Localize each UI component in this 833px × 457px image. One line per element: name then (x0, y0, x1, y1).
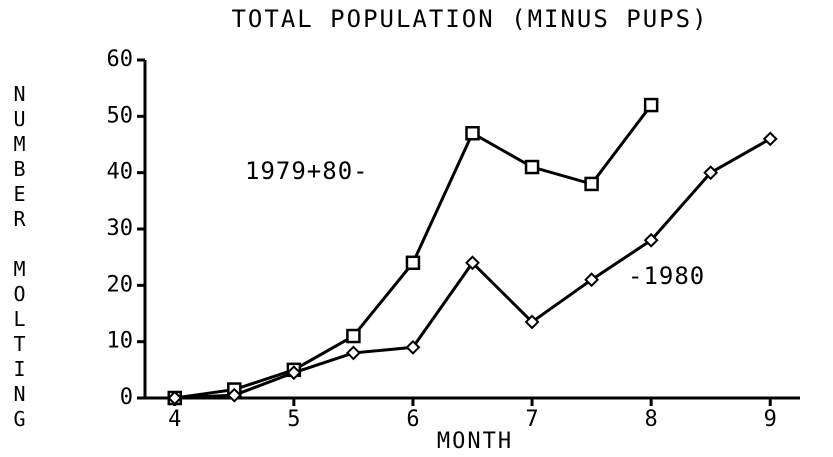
point-marker (762, 131, 778, 147)
y-tick-label: 30 (107, 216, 134, 241)
point-marker (405, 339, 421, 355)
y-tick-label: 20 (107, 272, 134, 297)
series-label: 1979+80- (245, 157, 369, 185)
x-tick-label: 7 (525, 407, 538, 432)
y-tick-label: 0 (120, 385, 133, 410)
y-tick-label: 40 (107, 160, 134, 185)
chart-title: TOTAL POPULATION (MINUS PUPS) (231, 5, 708, 33)
point-marker (584, 272, 600, 288)
point-marker (286, 365, 302, 381)
point-marker (167, 390, 183, 406)
x-tick-label: 5 (287, 407, 300, 432)
y-tick-label: 50 (107, 103, 134, 128)
point-marker (524, 159, 540, 175)
y-axis-label: NUMBER MOLTING (8, 82, 32, 432)
point-marker (405, 255, 421, 271)
y-tick-label: 60 (107, 47, 134, 72)
point-marker (584, 176, 599, 192)
x-axis-label: MONTH (437, 429, 513, 454)
point-marker (643, 97, 659, 113)
point-marker (465, 125, 480, 141)
point-marker (345, 345, 361, 361)
x-tick-label: 9 (764, 407, 777, 432)
point-marker (703, 165, 719, 181)
point-marker (524, 314, 540, 330)
series-label: -1980 (628, 262, 705, 290)
point-marker (226, 387, 242, 403)
point-marker (643, 232, 659, 248)
x-tick-label: 8 (645, 407, 658, 432)
y-tick-label: 10 (107, 329, 134, 354)
x-tick-label: 4 (168, 407, 181, 432)
point-marker (346, 328, 361, 344)
x-tick-label: 6 (406, 407, 419, 432)
point-marker (465, 255, 480, 271)
